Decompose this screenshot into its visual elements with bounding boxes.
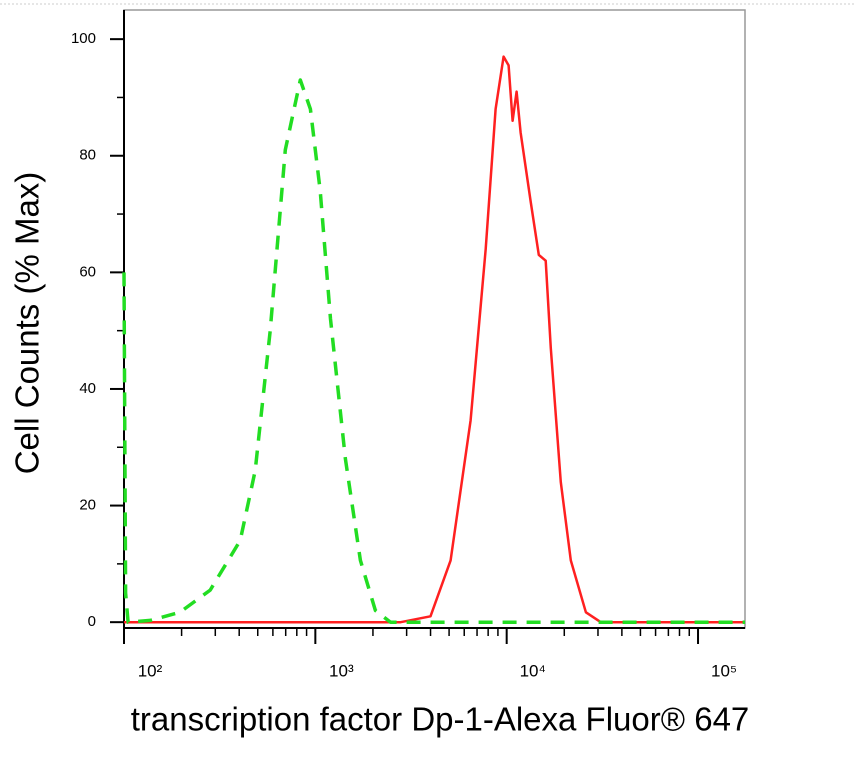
y-tick-label: 100 xyxy=(71,30,96,47)
plot-frame xyxy=(123,9,746,629)
y-tick-label: 60 xyxy=(79,263,96,280)
series-line xyxy=(124,55,745,624)
y-tick-label: 80 xyxy=(79,147,96,164)
y-axis-title: Cell Counts (% Max) xyxy=(9,172,46,475)
x-tick-label: 10⁵ xyxy=(711,661,737,680)
y-tick-label: 20 xyxy=(79,497,96,514)
x-tick-label: 10² xyxy=(138,661,163,680)
series-line xyxy=(122,78,745,624)
y-tick-label: 0 xyxy=(88,613,96,630)
x-axis-title: transcription factor Dp-1-Alexa Fluor® 6… xyxy=(131,701,750,738)
x-tick-label: 10⁴ xyxy=(520,661,546,680)
y-tick-label: 40 xyxy=(79,380,96,397)
x-tick-label: 10³ xyxy=(329,661,354,680)
